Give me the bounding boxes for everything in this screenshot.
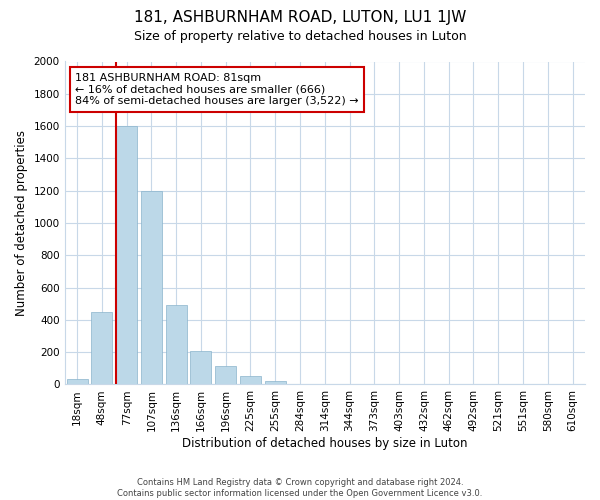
Text: 181, ASHBURNHAM ROAD, LUTON, LU1 1JW: 181, ASHBURNHAM ROAD, LUTON, LU1 1JW [134,10,466,25]
Bar [240,376,261,384]
Bar [116,126,137,384]
Bar [166,306,187,384]
Bar [67,379,88,384]
Bar [141,190,162,384]
Text: 181 ASHBURNHAM ROAD: 81sqm
← 16% of detached houses are smaller (666)
84% of sem: 181 ASHBURNHAM ROAD: 81sqm ← 16% of deta… [75,73,359,106]
Bar [91,312,112,384]
Bar [190,350,211,384]
Text: Size of property relative to detached houses in Luton: Size of property relative to detached ho… [134,30,466,43]
Text: Contains HM Land Registry data © Crown copyright and database right 2024.
Contai: Contains HM Land Registry data © Crown c… [118,478,482,498]
Y-axis label: Number of detached properties: Number of detached properties [15,130,28,316]
X-axis label: Distribution of detached houses by size in Luton: Distribution of detached houses by size … [182,437,467,450]
Bar [215,366,236,384]
Bar [265,381,286,384]
